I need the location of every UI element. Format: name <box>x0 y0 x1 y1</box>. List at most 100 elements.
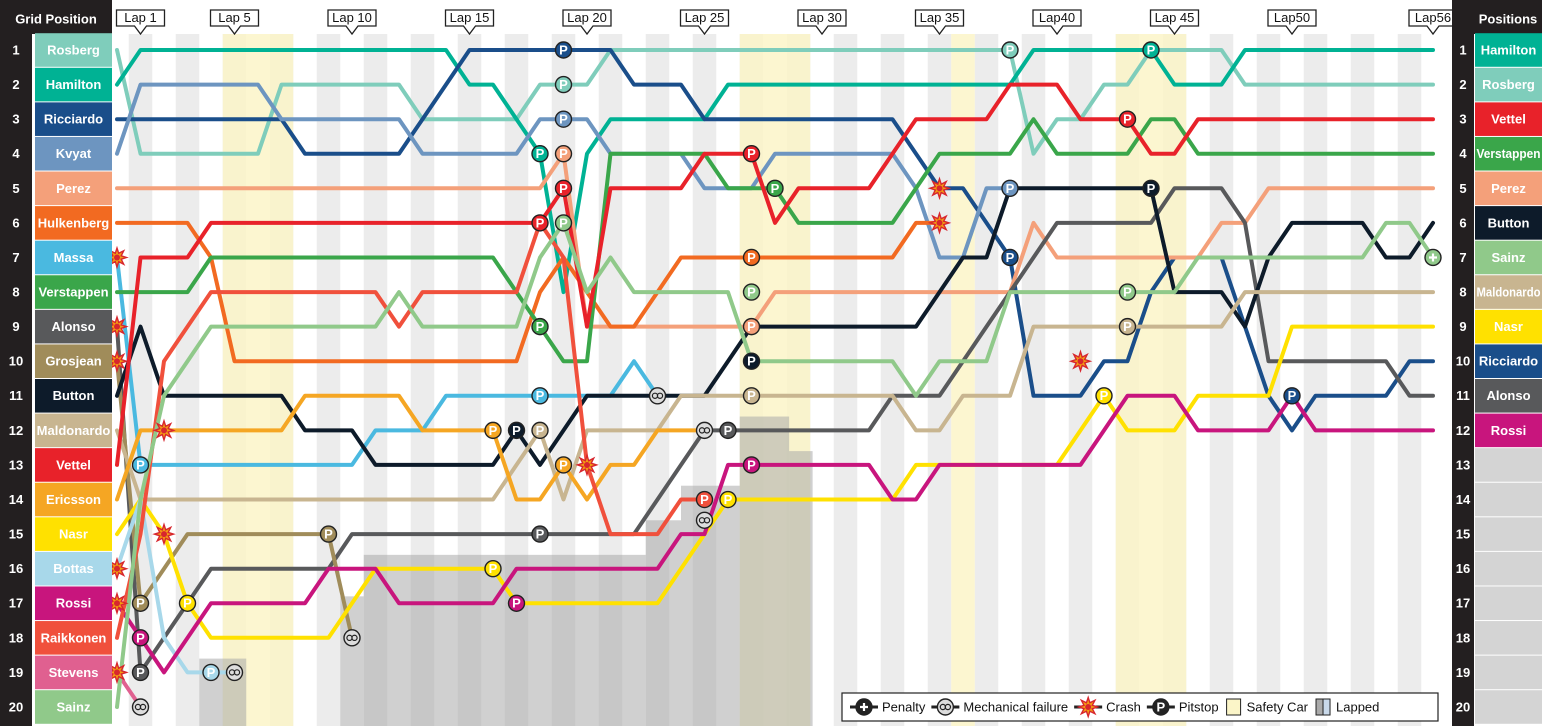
pit-event: P <box>719 421 737 440</box>
pitstop-icon <box>178 594 197 612</box>
result-name: Button <box>1488 215 1530 230</box>
driver-line <box>115 186 1435 467</box>
pitstop-symbol: P <box>136 596 145 611</box>
lap-stripe <box>504 34 529 726</box>
pit-event: P <box>554 41 573 59</box>
final-position-number: 8 <box>1459 284 1466 299</box>
pit-event: P <box>742 283 761 301</box>
pitstop-symbol: P <box>136 457 145 472</box>
lap-flag <box>797 9 847 36</box>
grid-position-number: 12 <box>9 423 23 438</box>
legend-label: Pitstop <box>1179 699 1219 714</box>
grid-name-box <box>35 448 112 482</box>
lap-stripe <box>410 34 435 726</box>
pitstop-icon <box>1283 387 1301 405</box>
empty-result-slot <box>1475 448 1542 482</box>
pitstop-symbol: P <box>771 181 780 196</box>
pitstop-icon <box>742 317 761 336</box>
lap-stripe <box>880 34 905 726</box>
grid-name-box <box>35 33 112 67</box>
pitstop-icon <box>719 490 737 509</box>
lap-label: Lap 30 <box>802 10 842 25</box>
legend-swatch-part <box>1322 698 1331 716</box>
lap-stripe <box>1303 34 1328 726</box>
grid-name: Nasr <box>59 527 88 542</box>
lap-stripe <box>1256 34 1281 726</box>
pit-event: P <box>1001 41 1019 59</box>
pitstop-symbol: P <box>183 596 192 611</box>
pitstop-symbol: P <box>536 319 545 334</box>
pitstop-symbol: P <box>747 388 756 403</box>
pit-event: P <box>1118 110 1137 128</box>
lap-stripe <box>175 34 200 726</box>
result-name: Hamilton <box>1481 42 1537 57</box>
pitstop-icon <box>742 145 761 163</box>
final-position-number: 18 <box>1456 630 1470 645</box>
safety-car-period <box>1115 34 1187 726</box>
legend-swatch <box>1226 698 1242 716</box>
grid-name: Raikkonen <box>41 630 107 645</box>
pitstop-symbol: P <box>1123 319 1132 334</box>
grid-name: Grosjean <box>45 354 101 369</box>
result-name-box <box>1475 206 1542 240</box>
pitstop-symbol: P <box>1100 388 1109 403</box>
pitstop-icon <box>319 525 338 543</box>
grid-position-number: 4 <box>12 146 20 161</box>
result-name-box <box>1475 413 1542 448</box>
lap-stripe <box>833 34 858 726</box>
grid-position-number: 2 <box>12 77 19 92</box>
pitstop-symbol: P <box>1123 112 1132 127</box>
crash-core <box>936 185 943 192</box>
left-header-bg <box>0 0 112 34</box>
pitstop-symbol: P <box>512 423 521 438</box>
pit-event: P <box>742 317 761 336</box>
grid-position-number: 5 <box>12 181 19 196</box>
pitstop-symbol: P <box>559 112 568 127</box>
empty-result-slot <box>1475 517 1542 551</box>
grid-position-number: 10 <box>9 354 23 369</box>
empty-result-slot <box>1475 551 1542 586</box>
final-position-number: 5 <box>1459 181 1466 196</box>
legend-label: Penalty <box>882 699 926 714</box>
crash-core <box>114 323 120 330</box>
crash-event <box>105 349 129 373</box>
lap-flag <box>327 9 377 36</box>
final-position-number: 12 <box>1456 423 1470 438</box>
pit-event: P <box>531 214 549 232</box>
crash-core <box>936 219 943 226</box>
crash-core <box>161 531 167 538</box>
final-position-number: 20 <box>1456 699 1470 714</box>
pitstop-icon <box>695 490 714 509</box>
pit-event: P <box>531 317 549 336</box>
pitstop-icon <box>742 283 761 301</box>
mech-event <box>695 421 714 440</box>
pitstop-icon <box>131 629 150 647</box>
mech-event <box>648 387 667 405</box>
pitstop-symbol: P <box>747 354 756 369</box>
lap-flag <box>115 9 166 36</box>
pitstop-symbol: P <box>724 423 733 438</box>
lapped-area <box>645 520 681 726</box>
pit-event: P <box>742 387 761 405</box>
final-position-number: 13 <box>1456 457 1470 472</box>
lap-label: Lap40 <box>1039 10 1075 25</box>
pitstop-symbol: P <box>1157 699 1166 714</box>
pitstop-icon <box>531 525 549 543</box>
mech-event <box>131 698 150 716</box>
pitstop-icon <box>202 663 220 682</box>
final-position-number: 14 <box>1456 492 1471 507</box>
pitstop-icon <box>1001 248 1019 267</box>
lap-label: Lap 45 <box>1155 10 1195 25</box>
grid-name-box <box>35 309 112 344</box>
pit-event: P <box>554 456 573 474</box>
result-name-box <box>1475 379 1542 413</box>
result-name: Nasr <box>1494 319 1523 334</box>
crash-core <box>114 254 120 261</box>
mech-event <box>225 663 244 682</box>
grid-position-number: 15 <box>9 527 23 542</box>
pit-event: P <box>742 145 761 163</box>
final-position-number: 1 <box>1459 42 1466 57</box>
grid-name: Perez <box>56 181 91 196</box>
pitstop-symbol: P <box>559 42 568 57</box>
